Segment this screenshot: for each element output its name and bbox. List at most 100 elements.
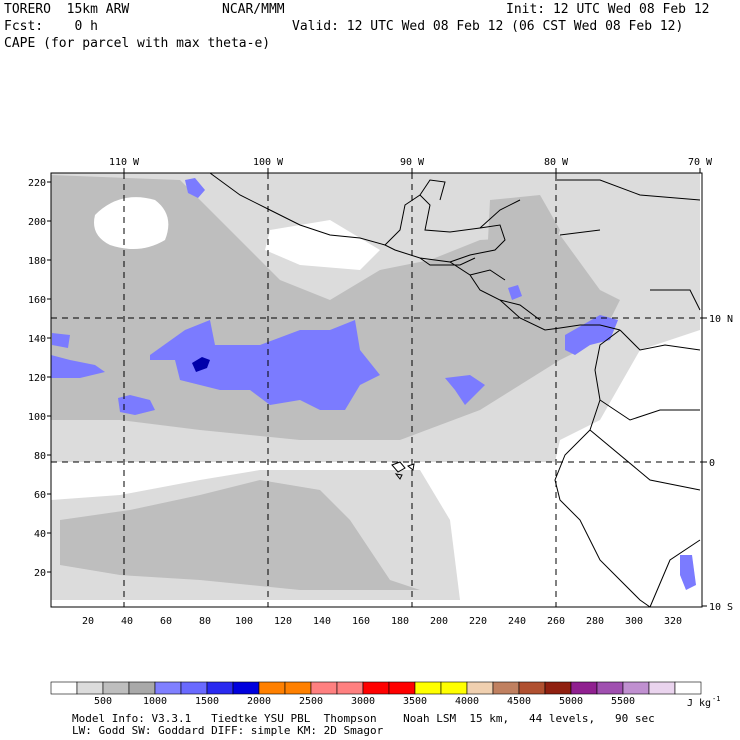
colorbar-swatch — [284, 681, 312, 695]
model-info-line1: Model Info: V3.3.1 Tiedtke YSU PBL Thomp… — [72, 712, 655, 725]
colorbar-label-2500: 2500 — [299, 696, 323, 707]
caribbean-coast — [555, 179, 701, 311]
cape-field — [51, 173, 702, 607]
lon-label-80w: 80 W — [544, 157, 569, 168]
cape-low-patch-center — [265, 220, 380, 270]
cape-1500-main — [150, 320, 380, 410]
colorbar-swatch — [570, 681, 598, 695]
colorbar-swatch — [492, 681, 520, 695]
bottom-label-280: 280 — [586, 616, 604, 627]
colorbar — [50, 681, 702, 695]
cape-1500-coast — [565, 315, 618, 355]
cape-1500-ne — [508, 285, 522, 300]
central-america-north — [384, 194, 506, 263]
colorbar-swatch — [154, 681, 182, 695]
left-label-20: 20 — [34, 568, 46, 579]
cape-1500-sw2 — [52, 333, 70, 348]
bottom-label-140: 140 — [313, 616, 331, 627]
bottom-label-180: 180 — [391, 616, 409, 627]
lon-label-110w: 110 W — [109, 157, 140, 168]
organization: NCAR/MMM — [222, 2, 285, 17]
colorbar-swatch — [648, 681, 676, 695]
map-frame — [50, 172, 703, 608]
cape-1500-west — [51, 355, 105, 378]
bottom-label-220: 220 — [469, 616, 487, 627]
colorbar-swatch — [622, 681, 650, 695]
colorbar-label-4000: 4000 — [455, 696, 479, 707]
cape-1000-south — [60, 480, 420, 590]
bottom-label-100: 100 — [235, 616, 253, 627]
left-label-140: 140 — [28, 334, 46, 345]
colorbar-label-1500: 1500 — [195, 696, 219, 707]
lon-label-100w: 100 W — [253, 157, 284, 168]
field-title: CAPE (for parcel with max theta-e) — [4, 36, 271, 51]
central-america-interior — [419, 257, 541, 321]
colorbar-label-3500: 3500 — [403, 696, 427, 707]
cape-2000-spot — [192, 357, 210, 372]
colorbar-swatch — [232, 681, 260, 695]
bottom-label-80: 80 — [199, 616, 211, 627]
colorbar-unit-exponent: -1 — [712, 695, 720, 703]
bottom-label-60: 60 — [160, 616, 172, 627]
lat-label-0: 0 — [709, 458, 715, 469]
colorbar-swatch — [50, 681, 78, 695]
colorbar-swatch — [310, 681, 338, 695]
colorbar-swatch — [544, 681, 572, 695]
bottom-grid-axis: 20 40 60 80 100 120 140 160 180 200 220 … — [82, 616, 682, 627]
valid-time: Valid: 12 UTC Wed 08 Feb 12 (06 CST Wed … — [292, 19, 684, 34]
colorbar-swatch — [102, 681, 130, 695]
cape-1000-ne — [488, 195, 560, 270]
graticule — [51, 173, 702, 607]
lon-label-90w: 90 W — [400, 157, 425, 168]
left-grid-axis: 220 200 180 160 140 120 100 80 60 40 20 — [28, 178, 51, 579]
colorbar-label-2000: 2000 — [247, 696, 271, 707]
left-label-180: 180 — [28, 256, 46, 267]
colorbar-swatch — [414, 681, 442, 695]
colorbar-swatch — [128, 681, 156, 695]
bottom-label-260: 260 — [547, 616, 565, 627]
left-label-80: 80 — [34, 451, 46, 462]
colorbar-swatch — [596, 681, 624, 695]
bottom-label-200: 200 — [430, 616, 448, 627]
bottom-label-320: 320 — [664, 616, 682, 627]
andes-border — [589, 329, 701, 608]
colorbar-unit: J kg — [687, 698, 711, 709]
galapagos — [391, 461, 415, 480]
cape-1500-sw — [118, 395, 155, 415]
bottom-label-300: 300 — [625, 616, 643, 627]
colorbar-label-1000: 1000 — [143, 696, 167, 707]
colorbar-swatch — [336, 681, 364, 695]
cape-1500-n — [185, 178, 205, 198]
forecast-hour: Fcst: 0 h — [4, 19, 98, 34]
bottom-label-160: 160 — [352, 616, 370, 627]
left-label-200: 200 — [28, 217, 46, 228]
colorbar-swatch — [76, 681, 104, 695]
coastlines — [209, 172, 701, 608]
colorbar-labels: 500 1000 1500 2000 2500 3000 3500 4000 4… — [94, 695, 720, 709]
lat-label-10s: 10 S — [709, 602, 733, 613]
top-lon-axis: 110 W 100 W 90 W 80 W 70 W — [109, 157, 713, 173]
left-label-120: 120 — [28, 373, 46, 384]
model-info-line2: LW: Godd SW: Goddard DIFF: simple KM: 2D… — [72, 724, 384, 737]
colorbar-label-3000: 3000 — [351, 696, 375, 707]
colorbar-swatch — [206, 681, 234, 695]
yucatan — [419, 179, 521, 229]
lon-label-70w: 70 W — [688, 157, 713, 168]
colorbar-swatch — [674, 681, 702, 695]
left-label-100: 100 — [28, 412, 46, 423]
right-lat-axis: 10 N 0 10 S — [702, 314, 733, 613]
bottom-label-240: 240 — [508, 616, 526, 627]
model-name: TORERO 15km ARW — [4, 2, 130, 17]
bottom-label-40: 40 — [121, 616, 133, 627]
bottom-label-20: 20 — [82, 616, 94, 627]
colorbar-label-5000: 5000 — [559, 696, 583, 707]
cape-low-patch-nw — [94, 197, 169, 249]
colorbar-label-4500: 4500 — [507, 696, 531, 707]
bottom-label-120: 120 — [274, 616, 292, 627]
colorbar-swatch — [518, 681, 546, 695]
cape-1500-east — [445, 375, 485, 405]
colorbar-swatch — [258, 681, 286, 695]
left-label-220: 220 — [28, 178, 46, 189]
cape-1500-se — [680, 555, 696, 590]
